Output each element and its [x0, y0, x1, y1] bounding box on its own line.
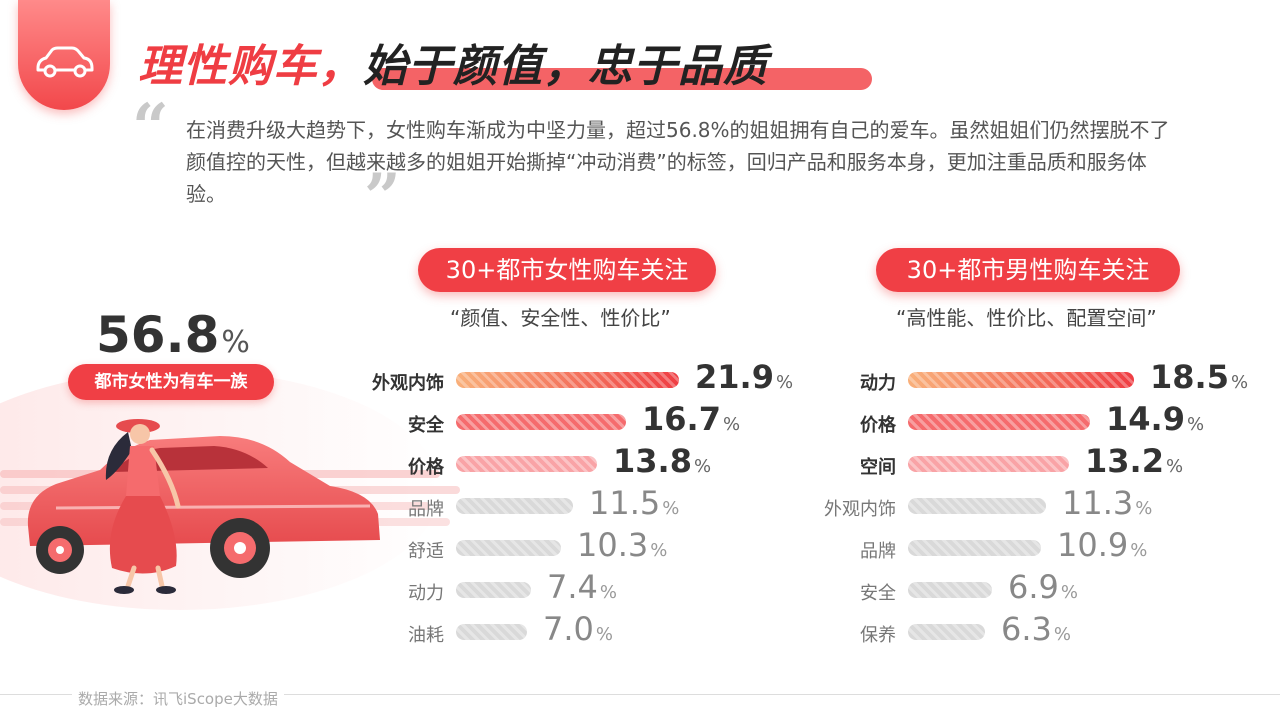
male-value-label: 6.3% [1001, 610, 1071, 648]
female-category-label: 品牌 [408, 499, 444, 520]
hero-unit: % [221, 325, 250, 360]
female-category-label: 价格 [408, 457, 444, 478]
female-value-label: 7.0% [543, 610, 613, 648]
open-quote-icon: “ [132, 90, 169, 165]
male-value-label: 14.9% [1106, 400, 1205, 438]
female-value-label: 21.9% [695, 358, 794, 396]
female-value-label: 16.7% [642, 400, 741, 438]
male-category-label: 安全 [860, 583, 896, 604]
female-value-label: 7.4% [547, 568, 617, 606]
footer-divider [0, 694, 1280, 695]
female-bar [456, 456, 597, 472]
female-chart-subtitle: “颜值、安全性、性价比” [450, 306, 671, 330]
car-icon [36, 46, 94, 78]
hero-value: 56.8 [96, 306, 220, 364]
male-value-label: 10.9% [1057, 526, 1148, 564]
close-quote-icon: ” [364, 160, 401, 235]
male-bar [908, 582, 992, 598]
male-category-label: 外观内饰 [824, 499, 896, 520]
male-bar [908, 372, 1134, 388]
title-highlight [372, 68, 872, 90]
title-part-1: 理性购车， [138, 41, 363, 92]
male-bar [908, 624, 985, 640]
male-category-label: 空间 [860, 457, 896, 478]
female-category-label: 安全 [408, 415, 444, 436]
hero-stat: 56.8% [96, 306, 250, 364]
male-category-label: 品牌 [860, 541, 896, 562]
female-value-label: 10.3% [577, 526, 668, 564]
male-bar [908, 456, 1069, 472]
female-bar [456, 582, 531, 598]
male-value-label: 18.5% [1150, 358, 1249, 396]
data-source: 数据来源：讯飞iScope大数据 [72, 688, 284, 709]
hero-label-badge: 都市女性为有车一族 [68, 364, 274, 400]
male-value-label: 13.2% [1085, 442, 1184, 480]
female-bar [456, 498, 573, 514]
title-part-2: 始于颜值，忠于品质 [363, 41, 768, 92]
male-category-label: 价格 [860, 415, 896, 436]
male-chart-subtitle: “高性能、性价比、配置空间” [896, 306, 1157, 330]
female-bar [456, 414, 626, 430]
page-title: 理性购车，始于颜值，忠于品质 [138, 30, 768, 94]
female-category-label: 外观内饰 [372, 373, 444, 394]
female-category-label: 舒适 [408, 541, 444, 562]
male-value-label: 11.3% [1062, 484, 1153, 522]
female-value-label: 13.8% [613, 442, 712, 480]
woman-with-car-illustration [0, 370, 460, 610]
male-bar [908, 540, 1041, 556]
male-category-label: 动力 [860, 373, 896, 394]
male-category-label: 保养 [860, 625, 896, 646]
intro-paragraph: 在消费升级大趋势下，女性购车渐成为中坚力量，超过56.8%的姐姐拥有自己的爱车。… [186, 118, 1170, 206]
female-chart-title: 30+都市女性购车关注 [418, 248, 716, 292]
female-category-label: 油耗 [408, 625, 444, 646]
male-bar [908, 498, 1046, 514]
logo-tab [18, 0, 110, 110]
female-bar [456, 540, 561, 556]
male-chart-title: 30+都市男性购车关注 [876, 248, 1180, 292]
female-category-label: 动力 [408, 583, 444, 604]
female-bar [456, 372, 679, 388]
male-bar [908, 414, 1090, 430]
male-value-label: 6.9% [1008, 568, 1078, 606]
female-bar [456, 624, 527, 640]
female-value-label: 11.5% [589, 484, 680, 522]
